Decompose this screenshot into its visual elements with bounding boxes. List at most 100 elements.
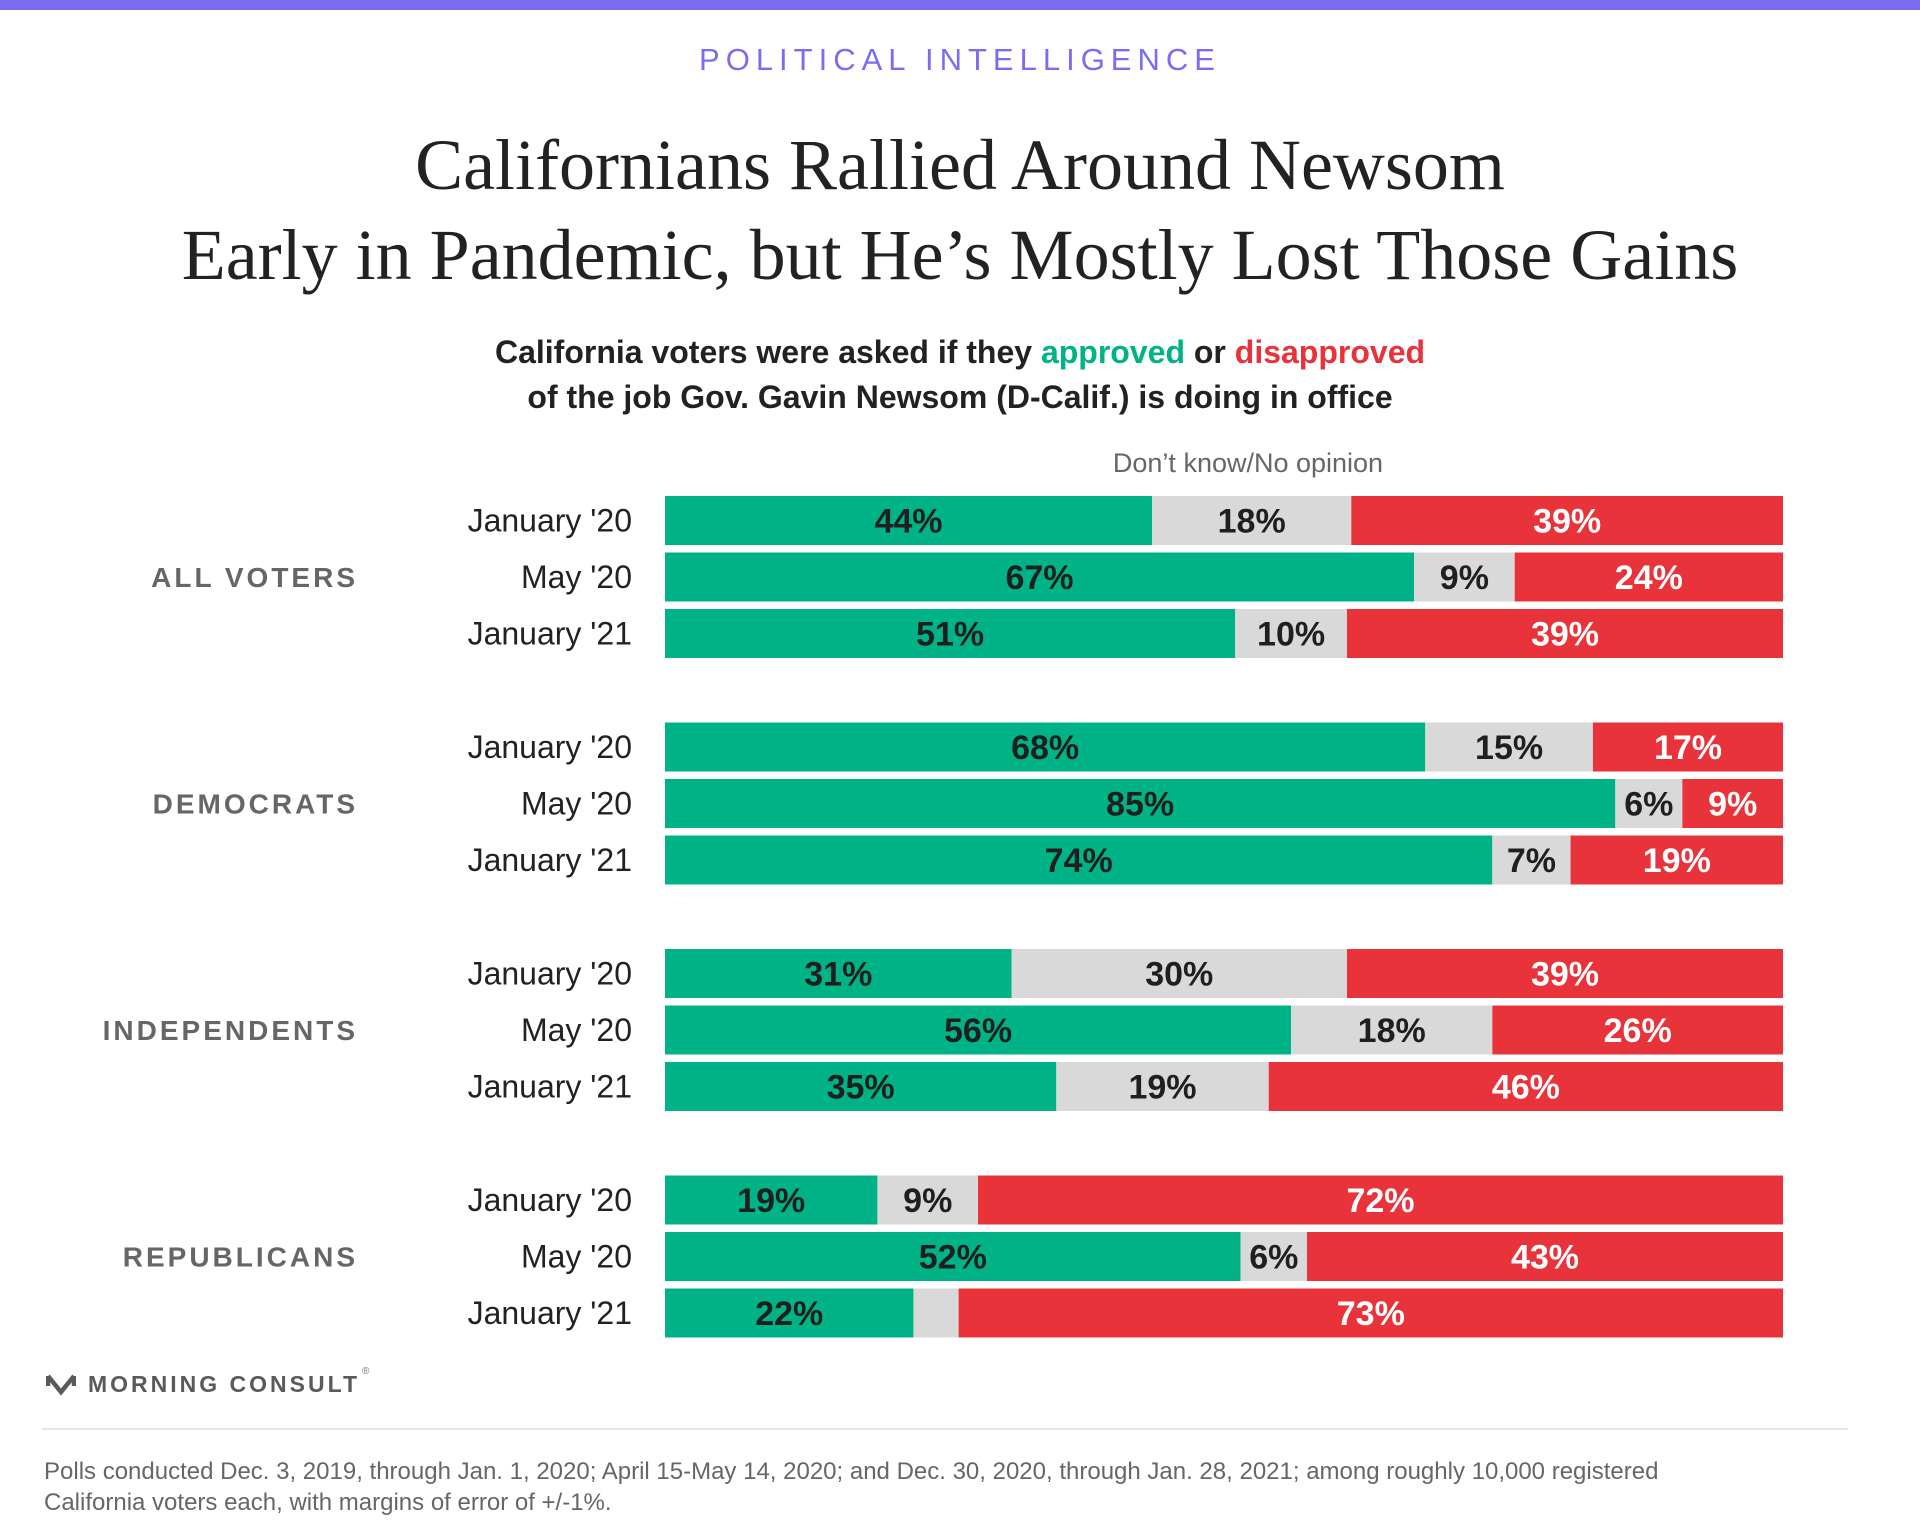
data-label-approve: 19%	[737, 1182, 805, 1220]
data-label-no-opinion: 7%	[1507, 842, 1556, 880]
subtitle-text-or: or	[1184, 334, 1235, 370]
data-label-no-opinion: 10%	[1257, 616, 1325, 654]
data-label-no-opinion: 9%	[903, 1182, 952, 1220]
data-label-approve: 67%	[1005, 559, 1073, 597]
bar-segment-approve	[665, 1175, 878, 1225]
data-label-disapprove: 19%	[1643, 842, 1711, 880]
bar-segment-no-opinion	[1414, 552, 1515, 602]
period-label: January '20	[468, 729, 632, 765]
bar-segment-approve	[665, 779, 1616, 828]
data-label-no-opinion: 6%	[1249, 1239, 1298, 1277]
bar-segment-disapprove	[1592, 722, 1783, 772]
data-label-approve: 31%	[804, 956, 872, 994]
period-label: January '21	[468, 1295, 632, 1331]
data-label-disapprove: 17%	[1654, 729, 1722, 767]
period-label: May '20	[521, 786, 632, 822]
subtitle-line-2: of the job Gov. Gavin Newsom (D-Calif.) …	[527, 379, 1393, 415]
data-label-approve: 74%	[1045, 842, 1113, 880]
bar-segment-disapprove	[1682, 779, 1783, 828]
bar-segment-disapprove	[958, 1288, 1783, 1338]
data-label-disapprove: 24%	[1615, 559, 1683, 597]
data-label-approve: 68%	[1011, 729, 1079, 767]
bar-segment-no-opinion	[1011, 949, 1347, 998]
no-opinion-category-label: Don’t know/No opinion	[1113, 448, 1383, 478]
bar-segment-disapprove	[1351, 496, 1783, 545]
data-label-approve: 44%	[874, 503, 942, 541]
bar-segment-disapprove	[1346, 949, 1783, 998]
bar-segment-approve	[665, 609, 1236, 658]
data-label-disapprove: 39%	[1531, 616, 1599, 654]
data-label-approve: 85%	[1106, 786, 1174, 824]
data-label-approve: 35%	[827, 1069, 895, 1107]
logo-trademark: ®	[362, 1366, 370, 1377]
subtitle-line-1: California voters were asked if they app…	[0, 330, 1920, 375]
bar-segment-approve	[665, 552, 1415, 602]
period-label: May '20	[521, 1239, 632, 1275]
bar-segment-no-opinion	[913, 1288, 959, 1338]
group-label: ALL VOTERS	[151, 562, 358, 593]
bar-segment-disapprove	[978, 1175, 1783, 1225]
subtitle-disapproved-word: disapproved	[1234, 334, 1426, 370]
data-label-no-opinion: 9%	[1440, 559, 1489, 597]
period-label: May '20	[521, 1012, 632, 1048]
bar-segment-disapprove	[1514, 552, 1783, 602]
top-accent-bar	[0, 0, 1920, 10]
group-label: INDEPENDENTS	[103, 1015, 358, 1046]
title-line-1: Californians Rallied Around Newsom	[415, 125, 1505, 205]
chart-title: Californians Rallied Around Newsom Early…	[0, 120, 1920, 300]
period-label: January '21	[468, 842, 632, 878]
data-label-disapprove: 9%	[1708, 786, 1757, 824]
data-label-disapprove: 73%	[1337, 1295, 1405, 1333]
period-label: January '21	[468, 616, 632, 652]
logo-text: MORNING CONSULT	[88, 1370, 361, 1397]
bar-segment-disapprove	[1268, 1062, 1783, 1111]
period-label: January '21	[468, 1069, 632, 1105]
bar-segment-no-opinion	[877, 1175, 979, 1225]
period-label: January '20	[468, 956, 632, 992]
bar-segment-disapprove	[1570, 835, 1783, 885]
data-label-approve: 56%	[944, 1012, 1012, 1050]
subtitle-text-part1: California voters were asked if they	[494, 334, 1041, 370]
data-label-disapprove: 26%	[1604, 1012, 1672, 1050]
data-label-no-opinion: 19%	[1128, 1069, 1196, 1107]
bar-segment-approve	[665, 1288, 914, 1338]
data-label-no-opinion: 18%	[1218, 503, 1286, 541]
footnote-line-2: California voters each, with margins of …	[44, 1489, 612, 1516]
bar-segment-no-opinion	[1056, 1062, 1269, 1111]
data-label-disapprove: 46%	[1492, 1069, 1560, 1107]
data-label-no-opinion: 15%	[1475, 729, 1543, 767]
morning-consult-logo: MORNING CONSULT ®	[46, 1366, 369, 1402]
bar-segment-approve	[665, 1005, 1292, 1055]
data-label-approve: 22%	[755, 1295, 823, 1333]
bar-segment-no-opinion	[1425, 722, 1593, 772]
bar-segment-disapprove	[1307, 1232, 1783, 1281]
group-label: REPUBLICANS	[123, 1242, 358, 1273]
data-label-disapprove: 43%	[1511, 1239, 1579, 1277]
group-label: DEMOCRATS	[153, 789, 358, 820]
chart-subtitle: California voters were asked if they app…	[0, 330, 1920, 420]
bar-segment-no-opinion	[1615, 779, 1683, 828]
morning-consult-m-icon	[46, 1374, 76, 1396]
footnote-line-1: Polls conducted Dec. 3, 2019, through Ja…	[44, 1458, 1659, 1485]
data-label-disapprove: 72%	[1346, 1182, 1414, 1220]
stacked-bar-chart: Don’t know/No opinion ALL VOTERS January '…	[103, 448, 1783, 1338]
data-label-approve: 51%	[916, 616, 984, 654]
data-label-approve: 52%	[919, 1239, 987, 1277]
kicker-label: POLITICAL INTELLIGENCE	[699, 42, 1221, 77]
bar-segment-no-opinion	[1291, 1005, 1493, 1055]
data-label-no-opinion: 30%	[1145, 956, 1213, 994]
period-label: May '20	[521, 559, 632, 595]
bar-segment-approve	[665, 496, 1153, 545]
data-label-disapprove: 39%	[1533, 503, 1601, 541]
bar-segment-approve	[665, 722, 1426, 772]
subtitle-approved-word: approved	[1040, 334, 1185, 370]
bar-segment-disapprove	[1346, 609, 1783, 658]
data-label-no-opinion: 6%	[1624, 786, 1673, 824]
bar-segment-approve	[665, 1232, 1241, 1281]
bar-segment-approve	[665, 835, 1493, 885]
bar-segment-no-opinion	[1235, 609, 1347, 658]
bar-segment-approve	[665, 949, 1012, 998]
data-label-no-opinion: 18%	[1358, 1012, 1426, 1050]
data-label-disapprove: 39%	[1531, 956, 1599, 994]
bar-segment-no-opinion	[1492, 835, 1571, 885]
